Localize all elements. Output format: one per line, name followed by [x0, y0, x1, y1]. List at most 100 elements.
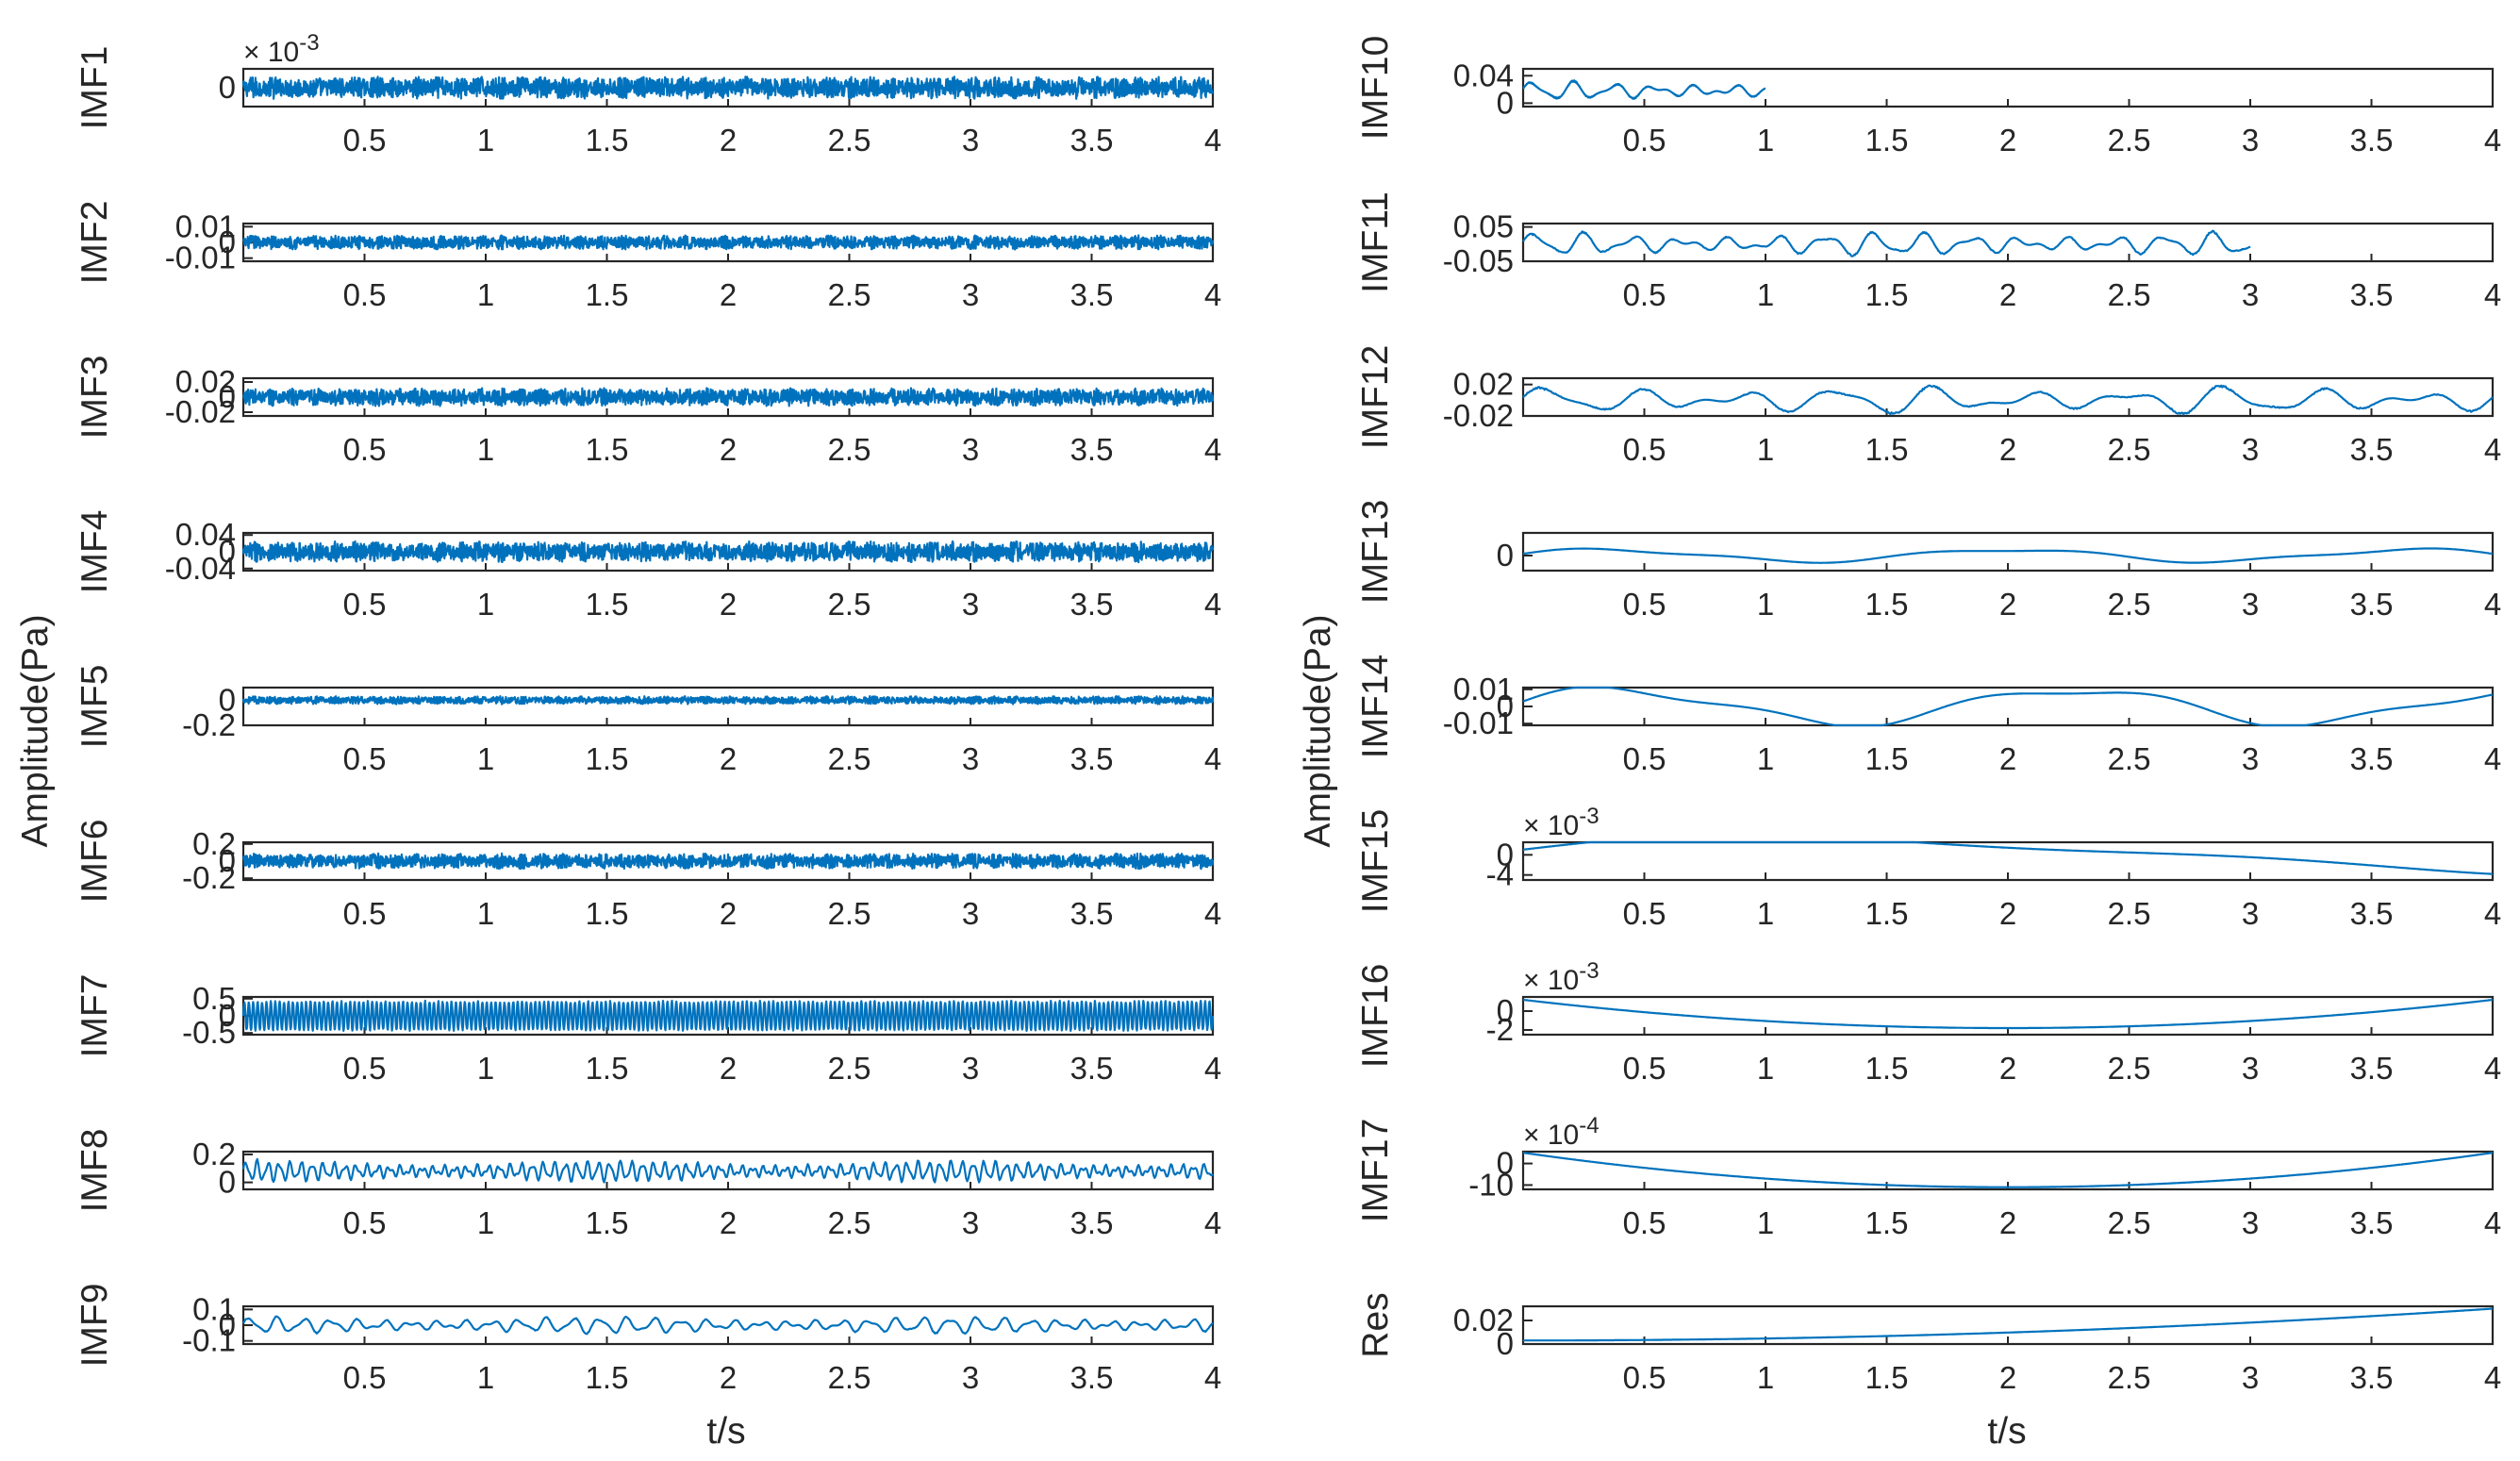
- y-tick-label: 0.04: [175, 517, 236, 552]
- x-tick-label: 3.5: [2350, 1205, 2394, 1240]
- x-tick-label: 0.5: [343, 123, 387, 158]
- x-tick-label: 1: [477, 432, 494, 467]
- y-tick-label: 0: [1497, 837, 1514, 872]
- signal-trace: [242, 1315, 1214, 1336]
- x-tick-label: 2: [1999, 1360, 2016, 1395]
- subplot-imf9: IMF9 0.10-0.1 0.5 1 1.5 2 2.5 3 3.5 4: [75, 1284, 1221, 1395]
- y-tick-label: 0.01: [175, 208, 236, 243]
- x-tick-label: 3.5: [1070, 123, 1114, 158]
- y-tick-label: -4: [1486, 857, 1514, 892]
- y-tick-label: 0: [1497, 689, 1514, 723]
- panel-label: Res: [1355, 1292, 1396, 1357]
- panel-label: IMF1: [75, 46, 115, 130]
- x-tick-label: 4: [2484, 1360, 2501, 1395]
- subplot-imf17: IMF17 0-10 × 10-4 0.5 1 1.5 2 2.5 3 3.5 4: [1355, 1113, 2501, 1240]
- panel-label: IMF12: [1355, 345, 1396, 450]
- signal-trace: [241, 387, 1215, 407]
- y-tick-label: 0: [219, 379, 236, 414]
- x-tick-label: 3: [962, 741, 979, 776]
- x-tick-label: 3.5: [2350, 432, 2394, 467]
- y-tick-label: -10: [1468, 1167, 1514, 1202]
- y-tick-label: 0: [1497, 993, 1514, 1028]
- x-tick-label: 1.5: [586, 587, 629, 622]
- x-tick-label: 3: [962, 123, 979, 158]
- x-tick-label: 2.5: [828, 896, 871, 931]
- y-tick-label: -0.2: [182, 860, 236, 895]
- x-tick-label: 0.5: [1623, 1205, 1666, 1240]
- x-tick-label: 2.5: [2108, 432, 2151, 467]
- y-tick-label: -0.01: [165, 241, 236, 275]
- axis-exponent: × 10-3: [1523, 804, 1600, 841]
- left-x-axis-label: t/s: [706, 1411, 745, 1452]
- subplot-imf7: IMF7 0.50-0.50.5 1 1.5 2 2.5 3 3.5 4: [75, 974, 1221, 1086]
- x-tick-label: 2.5: [828, 123, 871, 158]
- x-tick-label: 2.5: [2108, 587, 2151, 622]
- x-tick-label: 0.5: [343, 741, 387, 776]
- y-tick-label: 0.5: [192, 981, 236, 1016]
- x-tick-label: 1.5: [1865, 587, 1909, 622]
- x-tick-label: 3.5: [1070, 432, 1114, 467]
- x-tick-label: 3.5: [2350, 587, 2394, 622]
- x-tick-label: 2.5: [828, 1360, 871, 1395]
- x-tick-label: 2: [1999, 587, 2016, 622]
- y-tick-label: 0: [219, 70, 236, 105]
- y-tick-label: 0: [219, 224, 236, 259]
- x-tick-label: 3: [962, 587, 979, 622]
- x-tick-label: 2: [720, 277, 737, 312]
- panel-label: IMF16: [1355, 964, 1396, 1069]
- x-tick-label: 1.5: [586, 1205, 629, 1240]
- axis-exponent: × 10-3: [243, 30, 320, 68]
- x-tick-label: 3: [2242, 1051, 2259, 1086]
- x-tick-label: 1.5: [1865, 1360, 1909, 1395]
- x-tick-label: 4: [1204, 587, 1221, 622]
- x-tick-label: 4: [1204, 1360, 1221, 1395]
- x-tick-label: 3: [962, 1360, 979, 1395]
- panel-label: IMF13: [1355, 500, 1396, 605]
- signal-trace: [241, 999, 1215, 1032]
- y-tick-label: 0: [1497, 538, 1514, 573]
- x-tick-label: 1: [477, 277, 494, 312]
- x-tick-label: 4: [1204, 432, 1221, 467]
- x-tick-label: 0.5: [343, 277, 387, 312]
- x-tick-label: 0.5: [343, 1360, 387, 1395]
- signal-trace: [241, 75, 1215, 100]
- signal-trace: [1522, 1152, 2494, 1188]
- x-tick-label: 1.5: [586, 741, 629, 776]
- x-tick-label: 1: [1757, 896, 1774, 931]
- x-tick-label: 3.5: [1070, 1051, 1114, 1086]
- subplot-imf15: IMF15 0-4 × 10-3 0.5 1 1.5 2 2.5 3 3.5 4: [1355, 804, 2501, 931]
- signal-trace: [241, 540, 1215, 564]
- x-tick-label: 0.5: [343, 896, 387, 931]
- x-tick-label: 4: [1204, 741, 1221, 776]
- panel-label: IMF4: [75, 510, 115, 594]
- y-tick-label: 0.01: [1453, 672, 1514, 706]
- signal-trace: [1522, 686, 2494, 727]
- y-tick-label: 0.02: [175, 364, 236, 399]
- x-tick-label: 3.5: [2350, 277, 2394, 312]
- x-tick-label: 1.5: [1865, 896, 1909, 931]
- x-tick-label: 2.5: [2108, 1205, 2151, 1240]
- x-tick-label: 3: [2242, 277, 2259, 312]
- x-tick-label: 1: [1757, 1051, 1774, 1086]
- x-tick-label: 3.5: [2350, 741, 2394, 776]
- x-tick-label: 2.5: [2108, 896, 2151, 931]
- x-tick-label: 2: [720, 587, 737, 622]
- subplot-imf5: IMF5 0-0.2 0.5 1 1.5 2 2.5 3 3.5 4: [75, 665, 1221, 776]
- x-tick-label: 0.5: [1623, 896, 1666, 931]
- x-tick-label: 3: [962, 896, 979, 931]
- subplot-imf14: IMF14 0.010-0.01 0.5 1 1.5 2 2.5 3 3.5 4: [1355, 655, 2501, 776]
- x-tick-label: 3.5: [1070, 277, 1114, 312]
- x-tick-label: 3: [2242, 123, 2259, 158]
- signal-trace: [241, 234, 1215, 251]
- x-tick-label: 2.5: [828, 587, 871, 622]
- left-y-axis-label: Amplitude(Pa): [15, 614, 56, 847]
- panel-label: IMF11: [1355, 191, 1396, 293]
- y-tick-label: 0: [1497, 85, 1514, 120]
- y-tick-label: -0.01: [1443, 706, 1514, 740]
- x-tick-label: 1.5: [1865, 1051, 1909, 1086]
- signal-trace: [1522, 79, 1766, 100]
- y-tick-label: 0.04: [1453, 58, 1514, 92]
- subplot-imf1: IMF1 0× 10-3 0.5 1 1.5 2 2.5 3 3.5 4: [75, 30, 1221, 158]
